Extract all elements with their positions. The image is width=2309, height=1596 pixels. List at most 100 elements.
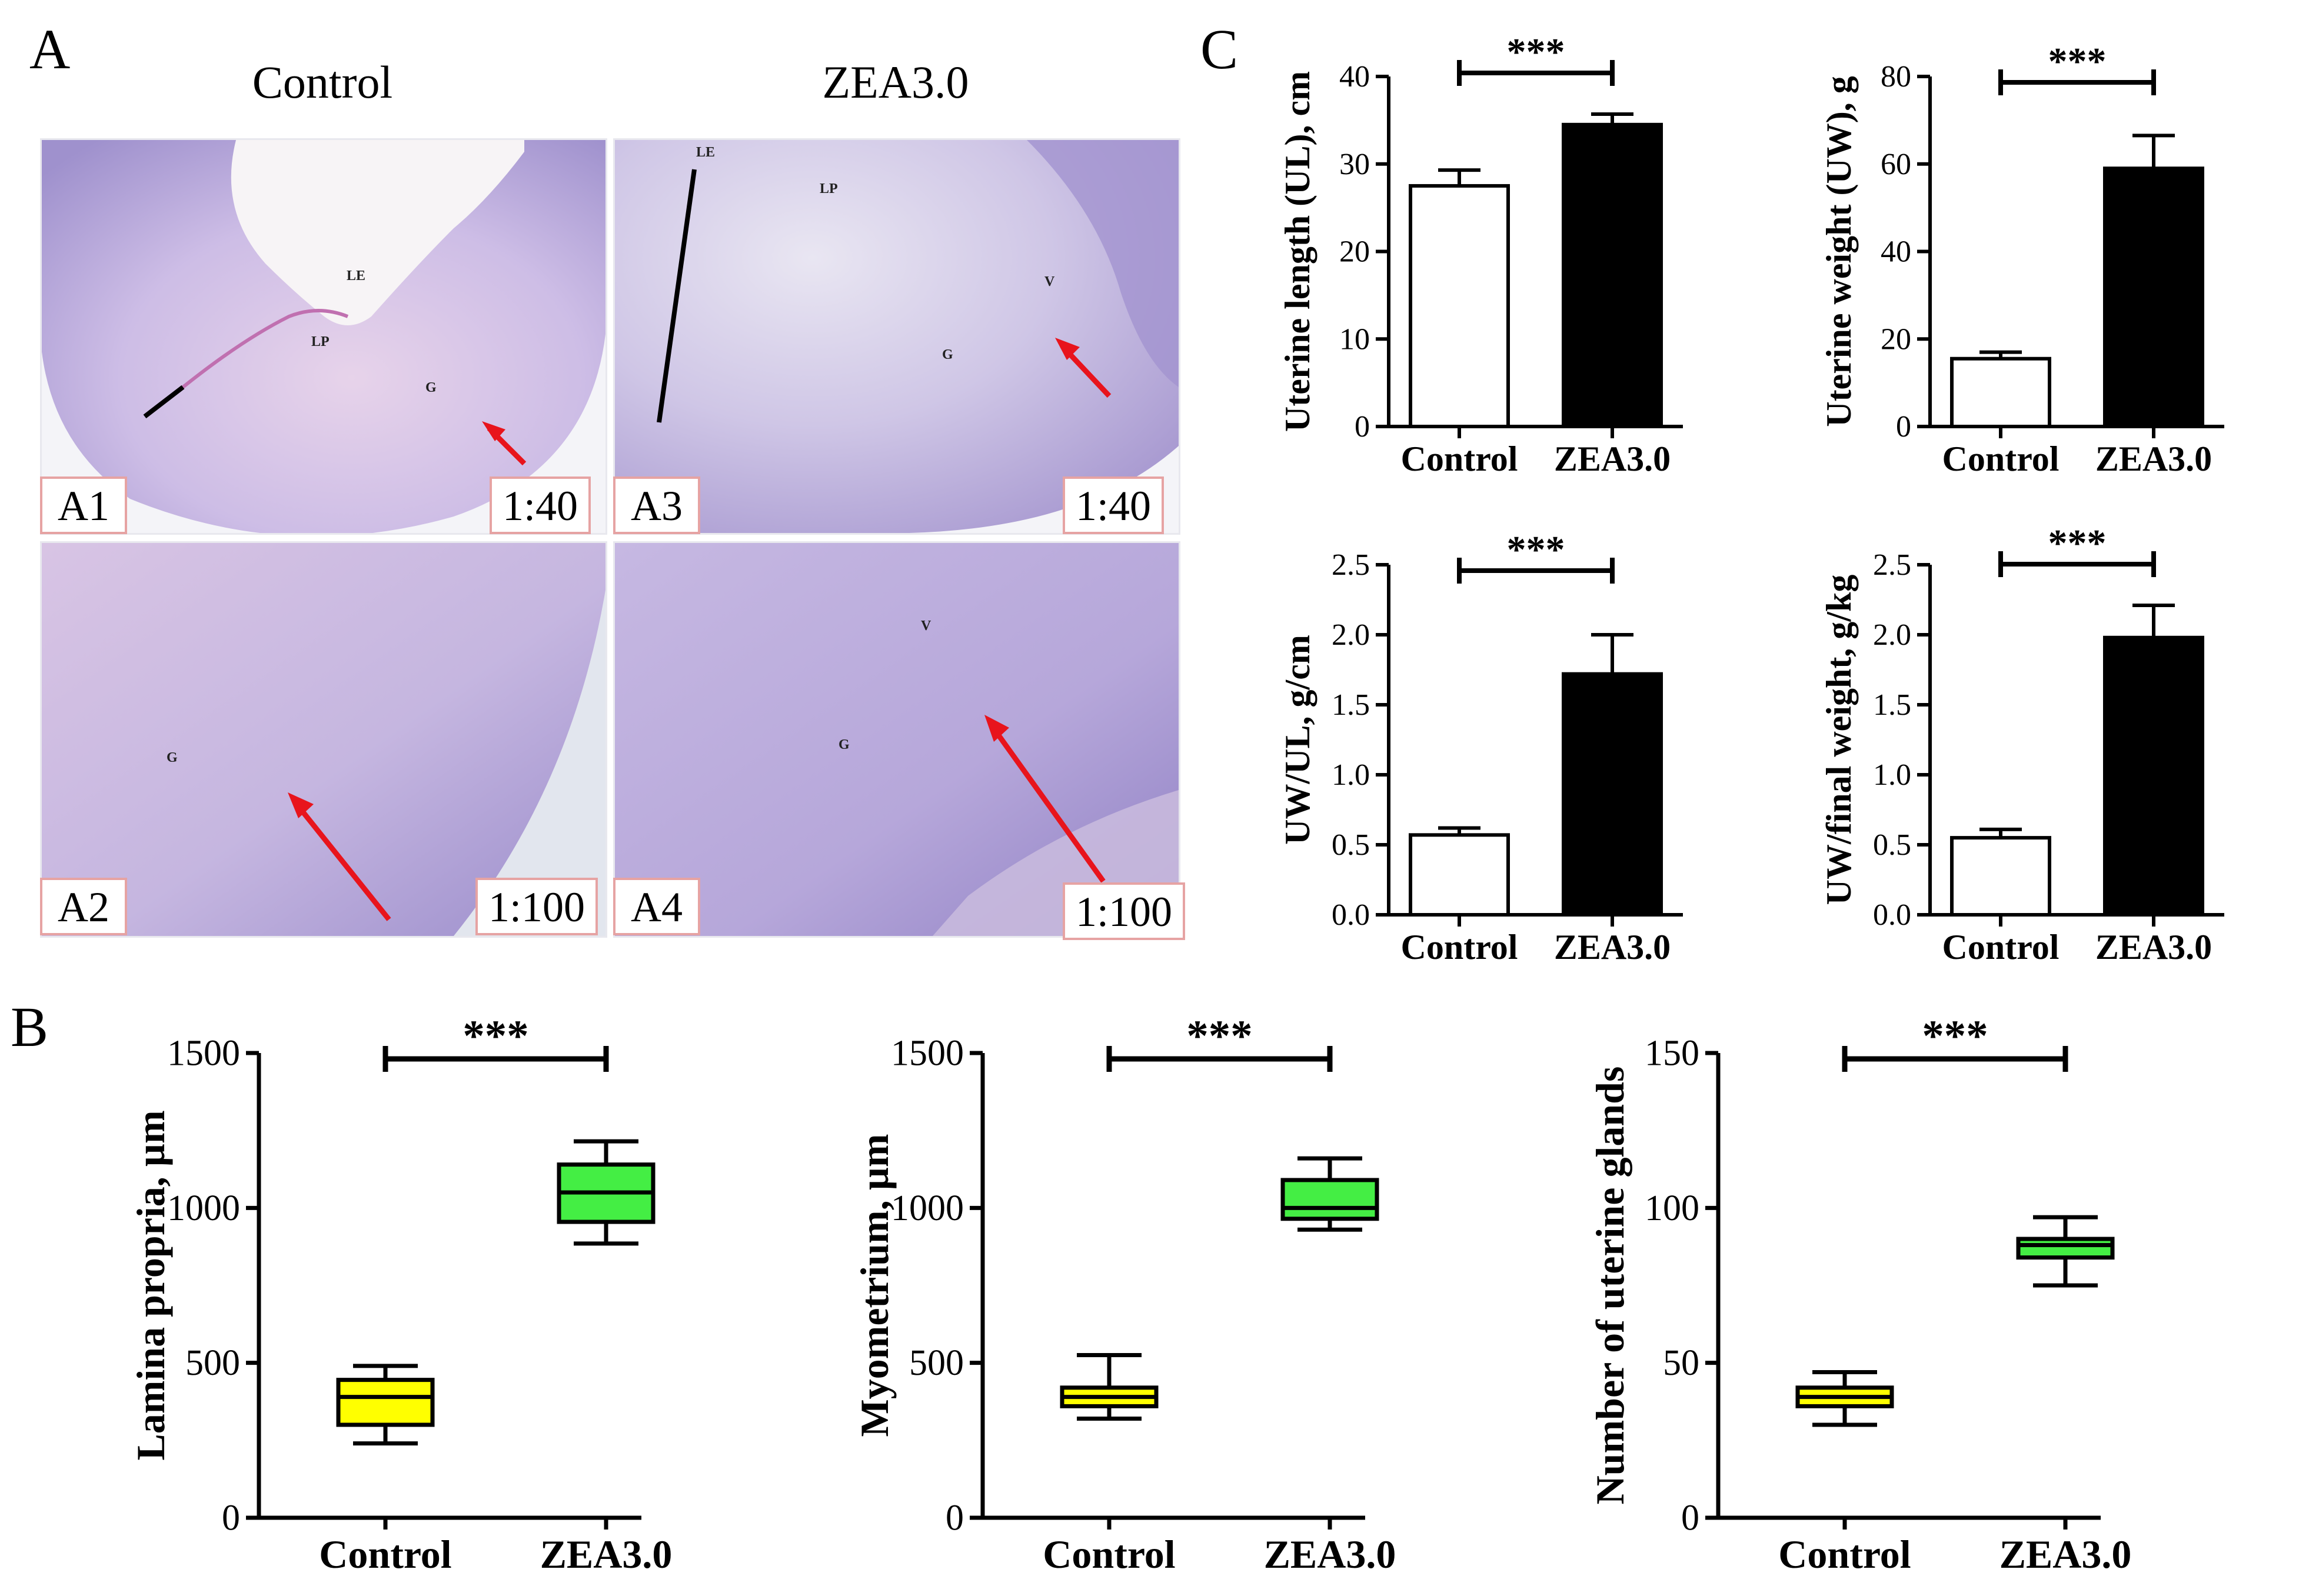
- y-tick-label: 40: [1881, 235, 1911, 269]
- x-tick-label-control: Control: [1942, 928, 2060, 967]
- y-tick-label: 30: [1339, 148, 1370, 181]
- y-tick-label: 2.5: [1332, 548, 1370, 582]
- y-axis-label: Uterine length (UL), cm: [1278, 71, 1317, 432]
- chart-uw-ul: 0.0 0.5 1.0 1.5 2.0 2.5 Control ZEA3.0 UW/UL, g/…: [1278, 528, 1683, 967]
- box-zea30: [2016, 1237, 2115, 1260]
- x-tick-label-control: Control: [1401, 439, 1518, 478]
- micrograph-a2-arrow: [292, 800, 391, 921]
- x-tick-label-zea30: ZEA3.0: [2095, 439, 2212, 478]
- y-tick-label: 1000: [167, 1188, 240, 1228]
- micrograph-a3: LE LP V G: [613, 138, 1180, 535]
- y-tick-label: 1500: [891, 1033, 964, 1073]
- y-tick-label: 0.5: [1873, 828, 1911, 862]
- y-tick-label: 500: [185, 1343, 240, 1383]
- x-tick-label-control: Control: [319, 1532, 451, 1577]
- micrograph-a2-tissue: [42, 543, 605, 936]
- bar-control: [1409, 184, 1510, 428]
- y-tick-label: 1.0: [1332, 758, 1370, 792]
- y-tick-label: 1000: [891, 1188, 964, 1228]
- y-axis-label: UW/UL, g/cm: [1278, 635, 1317, 845]
- micrograph-a4-magnification: 1:100: [1063, 882, 1186, 940]
- tissue-label-g: G: [425, 380, 437, 395]
- micrograph-a4-label: A4: [613, 878, 700, 935]
- tissue-label-lp: LP: [311, 334, 330, 349]
- box-zea30: [1280, 1178, 1379, 1221]
- micrograph-a2-label: A2: [40, 878, 127, 935]
- x-tick-label-control: Control: [1778, 1532, 1911, 1577]
- micrograph-a3-label: A3: [613, 477, 700, 534]
- y-axis-label: Lamina propria, µm: [128, 1110, 173, 1460]
- x-tick-label-zea30: ZEA3.0: [1264, 1532, 1396, 1577]
- x-tick-label-zea30: ZEA3.0: [540, 1532, 673, 1577]
- panel-a-letter: A: [29, 18, 71, 81]
- chart-uterine-weight: 0 20 40 60 80 Control ZEA3.0 Uterine weight (UW…: [1819, 40, 2224, 478]
- tissue-label-g: G: [942, 347, 953, 362]
- chart-myometrium: 0 500 1000 1500 Control ZEA3.0 Myometrium, µm *…: [852, 1012, 1396, 1577]
- y-axis-label: Myometrium, µm: [852, 1134, 897, 1437]
- chart-uterine-length: 0 10 20 30 40 Control ZEA3.0 Uterine length (UL…: [1278, 31, 1683, 478]
- tissue-label-v: V: [1044, 274, 1055, 289]
- chart-lamina-propria: 0 500 1000 1500 Control ZEA3.0 Lamina propria,…: [128, 1012, 673, 1577]
- significance-label: ***: [1186, 1012, 1252, 1061]
- chart-uw-final-weight: 0.0 0.5 1.0 1.5 2.0 2.5 Control ZEA3.0 UW/final …: [1819, 522, 2224, 967]
- y-tick-label: 0.5: [1332, 828, 1370, 862]
- micrograph-a1-magnification: 1:40: [490, 477, 591, 534]
- panel-c-letter: C: [1200, 18, 1239, 81]
- x-tick-label-control: Control: [1942, 439, 2060, 478]
- micrograph-a1-scale-line: [143, 385, 185, 419]
- y-tick-label: 100: [1645, 1188, 1699, 1228]
- y-tick-label: 0: [1681, 1498, 1699, 1538]
- tissue-label-le: LE: [347, 268, 366, 284]
- column-head-zea: ZEA3.0: [822, 56, 969, 108]
- tissue-label-le: LE: [696, 145, 716, 160]
- y-tick-label: 1.0: [1873, 758, 1911, 792]
- micrograph-a1-label: A1: [40, 477, 127, 534]
- x-tick-label-control: Control: [1401, 928, 1518, 967]
- y-tick-label: 0.0: [1332, 898, 1370, 932]
- y-tick-label: 2.0: [1873, 618, 1911, 652]
- y-tick-label: 2.0: [1332, 618, 1370, 652]
- bar-control: [1950, 356, 2051, 428]
- micrograph-a3-tissue: [615, 140, 1179, 533]
- y-tick-label: 0: [1896, 410, 1911, 444]
- micrograph-a3-scale-line: [657, 169, 697, 423]
- y-tick-label: 2.5: [1873, 548, 1911, 582]
- significance-label: ***: [463, 1012, 528, 1061]
- micrograph-a2-magnification: 1:100: [475, 878, 598, 935]
- y-tick-label: 1.5: [1332, 688, 1370, 722]
- y-tick-label: 20: [1339, 235, 1370, 269]
- tissue-label-lp: LP: [820, 181, 838, 196]
- micrograph-a4-arrow: [989, 724, 1106, 883]
- significance-label: ***: [1507, 528, 1565, 571]
- y-tick-label: 0: [1355, 410, 1370, 444]
- y-tick-label: 1500: [167, 1033, 240, 1073]
- significance-label: ***: [1507, 31, 1565, 74]
- significance-label: ***: [2048, 40, 2107, 83]
- y-axis-label: Uterine weight (UW), g: [1819, 76, 1858, 427]
- bar-control: [1409, 833, 1510, 917]
- micrograph-a4-tissue: [615, 543, 1179, 936]
- y-tick-label: 50: [1663, 1343, 1699, 1383]
- x-tick-label-zea30: ZEA3.0: [1554, 439, 1671, 478]
- y-tick-label: 1.5: [1873, 688, 1911, 722]
- tissue-label-g: G: [167, 750, 178, 765]
- y-tick-label: 0.0: [1873, 898, 1911, 932]
- y-tick-label: 40: [1339, 60, 1370, 94]
- x-tick-label-zea30: ZEA3.0: [1999, 1532, 2132, 1577]
- y-tick-label: 80: [1881, 60, 1911, 94]
- y-tick-label: 0: [946, 1498, 964, 1538]
- bar-zea30: [2103, 635, 2204, 917]
- micrograph-a1-tissue: [42, 140, 605, 533]
- y-tick-label: 60: [1881, 148, 1911, 181]
- y-axis-label: UW/final weight, g/kg: [1819, 575, 1858, 905]
- bar-control: [1950, 836, 2051, 917]
- y-axis-label: Number of uterine glands: [1588, 1067, 1632, 1505]
- chart-uterine-glands: 0 50 100 150 Control ZEA3.0 Number of uterine …: [1588, 1012, 2132, 1577]
- column-head-control: Control: [252, 56, 393, 108]
- x-tick-label-zea30: ZEA3.0: [1554, 928, 1671, 967]
- micrograph-a1: LE LP G: [40, 138, 607, 535]
- y-tick-label: 500: [909, 1343, 964, 1383]
- panel-b-letter: B: [11, 995, 49, 1058]
- y-tick-label: 0: [222, 1498, 240, 1538]
- significance-label: ***: [2048, 522, 2107, 565]
